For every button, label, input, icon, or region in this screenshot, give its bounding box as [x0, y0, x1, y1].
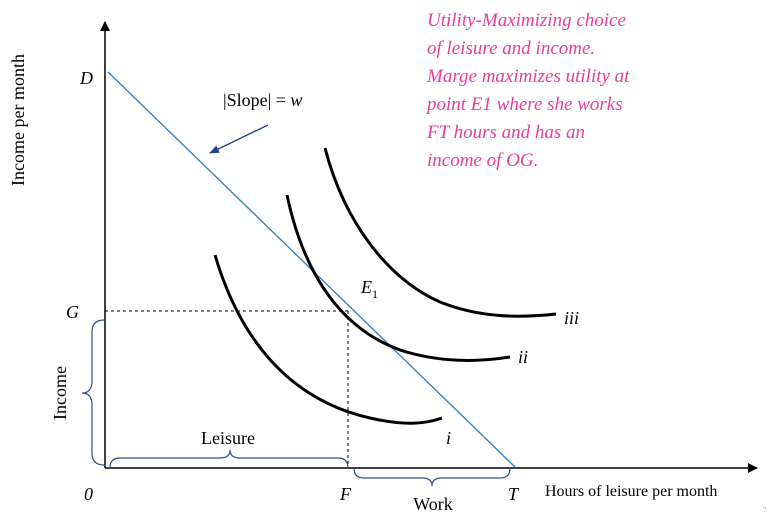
- slope-label: |Slope| = w: [223, 90, 302, 110]
- note-line: Marge maximizes utility at: [426, 66, 630, 87]
- curve-i-label: i: [446, 428, 451, 448]
- curve-ii: [285, 194, 511, 362]
- leisure-brace: [109, 449, 349, 469]
- y-axis-label: Income per month: [8, 54, 28, 186]
- curve-iii: [323, 147, 557, 318]
- note-line: Utility-Maximizing choice: [427, 10, 626, 31]
- note-line: income of OG.: [427, 150, 538, 171]
- income-label: Income: [50, 366, 70, 420]
- curve-iii-label: iii: [564, 308, 579, 328]
- income-brace: [81, 319, 105, 466]
- point-t: T: [508, 484, 520, 504]
- origin: 0: [84, 484, 93, 504]
- point-d: D: [79, 68, 93, 88]
- slope-symbol: w: [290, 90, 302, 110]
- x-axis-label: Hours of leisure per month: [545, 483, 717, 500]
- point-g: G: [66, 302, 79, 322]
- curve-i: [213, 254, 443, 425]
- work-brace: [353, 467, 511, 487]
- equilibrium-letter: E: [360, 277, 372, 297]
- note: Utility-Maximizing choice of leisure and…: [425, 10, 630, 171]
- leisure-label: Leisure: [201, 428, 255, 448]
- equilibrium-subscript: 1: [372, 287, 378, 301]
- curve-ii-label: ii: [518, 347, 528, 367]
- point-f: F: [339, 484, 352, 504]
- note-line: FT hours and has an: [426, 122, 585, 143]
- work-label: Work: [413, 494, 453, 514]
- slope-arrow: [209, 124, 269, 154]
- note-line: point E1 where she works: [425, 94, 623, 115]
- slope-text: |Slope| =: [223, 90, 290, 110]
- page-number: 7: [763, 506, 767, 514]
- equilibrium-label: E1: [360, 277, 378, 301]
- note-line: of leisure and income.: [427, 38, 595, 59]
